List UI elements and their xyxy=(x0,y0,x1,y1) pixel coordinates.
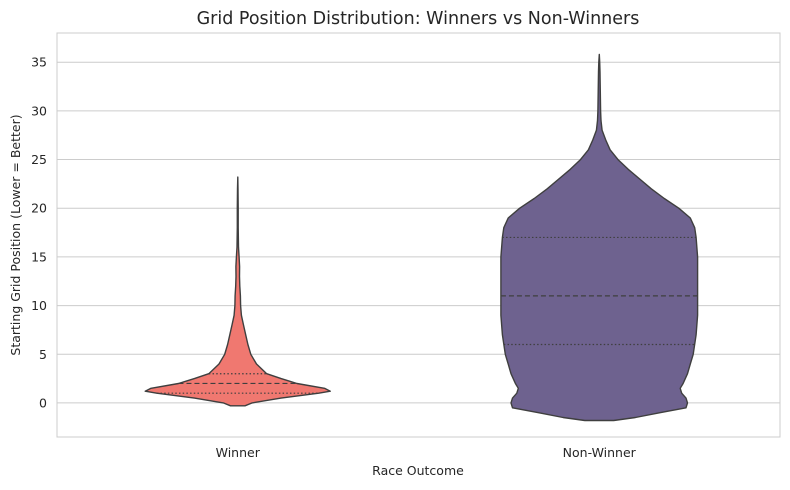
y-tick-label: 5 xyxy=(39,347,47,362)
violin-body xyxy=(144,176,331,407)
x-tick-labels: Winner Non-Winner xyxy=(216,445,637,460)
x-axis-label: Race Outcome xyxy=(372,463,464,478)
y-tick-label: 15 xyxy=(31,249,47,264)
chart-title: Grid Position Distribution: Winners vs N… xyxy=(197,9,640,29)
violin-winner xyxy=(144,176,331,407)
y-tick-label: 10 xyxy=(31,298,47,313)
y-tick-label: 35 xyxy=(31,55,47,70)
y-tick-label: 30 xyxy=(31,103,47,118)
violins xyxy=(144,53,699,422)
y-axis-label: Starting Grid Position (Lower = Better) xyxy=(8,114,23,355)
y-tick-label: 0 xyxy=(39,395,47,410)
x-tick-label: Non-Winner xyxy=(563,445,637,460)
violin-non-winner xyxy=(500,53,699,422)
y-tick-label: 25 xyxy=(31,152,47,167)
x-tick-label: Winner xyxy=(216,445,261,460)
y-tick-label: 20 xyxy=(31,201,47,216)
y-tick-labels: 0 5 10 15 20 25 30 35 xyxy=(31,55,47,411)
